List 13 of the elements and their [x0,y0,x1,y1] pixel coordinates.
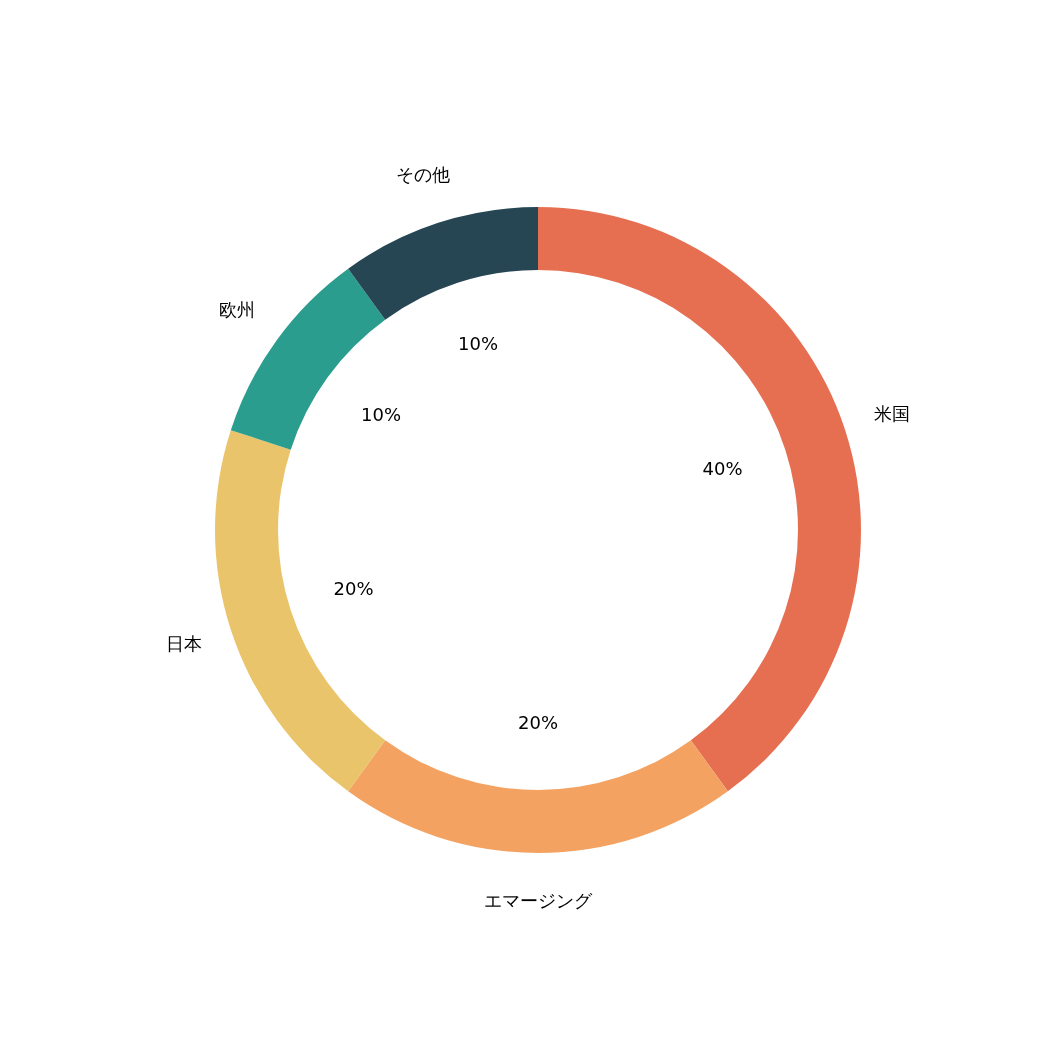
data-label: 10% [361,403,402,425]
donut-slice [215,430,386,792]
slice-label: 欧州 [219,299,256,321]
slice-label: 米国 [873,403,910,425]
data-label: 20% [333,577,374,599]
slice-label: エマージング [484,890,593,911]
data-label: 10% [458,333,499,355]
data-label: 20% [517,712,559,733]
donut-slice [348,740,728,853]
slice-label: 日本 [166,632,203,654]
slice-label: その他 [396,164,451,186]
donut-slice [348,207,538,320]
data-label: 40% [702,458,743,480]
